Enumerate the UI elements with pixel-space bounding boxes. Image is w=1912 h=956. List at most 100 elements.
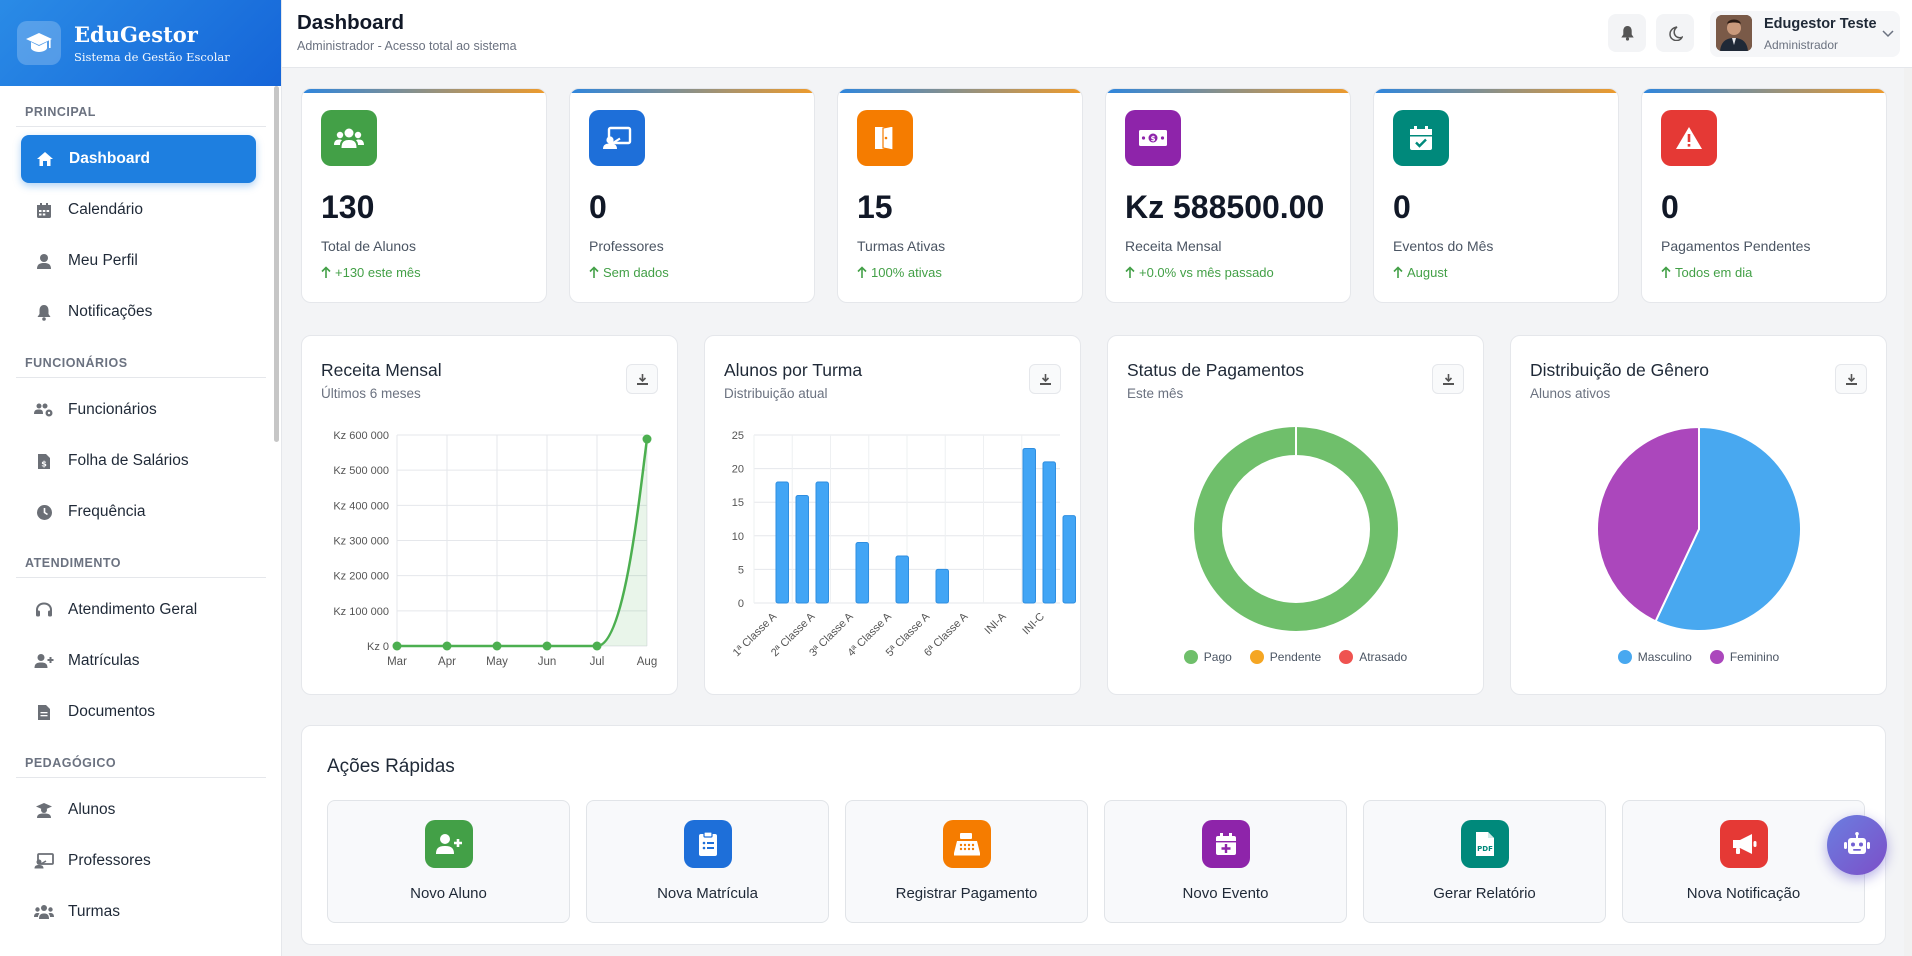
bar [795, 494, 809, 604]
arrow-up-icon [1661, 266, 1671, 278]
page-title: Dashboard [297, 11, 405, 34]
robot-icon [1844, 832, 1870, 854]
novo-aluno-button[interactable]: Novo Aluno [327, 800, 570, 923]
registrar-pagamento-button[interactable]: Registrar Pagamento [845, 800, 1088, 923]
arrow-up-icon [321, 266, 331, 278]
bar [855, 542, 869, 604]
x-tick-label: Jul [590, 656, 605, 668]
action-label: Gerar Relatório [1433, 885, 1536, 902]
stat-trend: Todos em dia [1661, 265, 1752, 280]
brand-header[interactable]: EduGestor Sistema de Gestão Escolar [0, 0, 281, 86]
stat-value: 15 [857, 189, 893, 225]
chart-subtitle: Este mês [1127, 386, 1184, 401]
users-icon [34, 902, 54, 922]
users-icon [321, 110, 377, 166]
stat-value: 130 [321, 189, 375, 225]
stat-card-alunos[interactable]: 130 Total de Alunos +130 este mês [301, 88, 547, 303]
chart-legend: Pago Pendente Atrasado [1108, 650, 1483, 664]
pie-slice [1654, 425, 1802, 632]
legend-item[interactable]: Pago [1183, 650, 1232, 664]
sidebar-item-meu-perfil[interactable]: Meu Perfil [20, 237, 256, 285]
dark-mode-toggle[interactable] [1656, 14, 1694, 52]
series-area [397, 439, 647, 646]
chart-card-receita: Receita Mensal Últimos 6 meses Kz 0 Kz 10… [301, 335, 678, 695]
download-icon [636, 373, 648, 385]
stat-card-turmas[interactable]: 15 Turmas Ativas 100% ativas [837, 88, 1083, 303]
svg-text:$: $ [1151, 135, 1156, 143]
y-tick-label: Kz 300 000 [333, 536, 389, 548]
novo-evento-button[interactable]: Novo Evento [1104, 800, 1347, 923]
sidebar-item-documentos[interactable]: Documentos [20, 688, 256, 736]
download-button[interactable] [1432, 364, 1464, 394]
brand-subtitle: Sistema de Gestão Escolar [74, 49, 230, 64]
gerar-relatorio-button[interactable]: PDF Gerar Relatório [1363, 800, 1606, 923]
svg-text:PDF: PDF [1477, 845, 1493, 853]
sidebar-item-label: Professores [68, 852, 151, 869]
sidebar-item-alunos[interactable]: Alunos [20, 786, 256, 834]
sidebar-item-matriculas[interactable]: Matrículas [20, 637, 256, 685]
sidebar-item-funcionarios[interactable]: Funcionários [20, 386, 256, 434]
sidebar-item-calendario[interactable]: Calendário [20, 186, 256, 234]
card-accent [1106, 89, 1350, 93]
sidebar-scrollbar[interactable] [274, 86, 279, 442]
bell-icon [34, 302, 54, 322]
page-subtitle: Administrador - Acesso total ao sistema [297, 39, 517, 53]
stat-label: Turmas Ativas [857, 238, 946, 254]
chevron-down-icon [1882, 30, 1894, 38]
clock-icon [34, 502, 54, 522]
card-accent [570, 89, 814, 93]
stat-card-eventos[interactable]: 0 Eventos do Mês August [1373, 88, 1619, 303]
sidebar-item-professores[interactable]: Professores [20, 837, 256, 885]
sidebar-item-notificacoes[interactable]: Notificações [20, 288, 256, 336]
download-button[interactable] [1835, 364, 1867, 394]
avatar [1716, 15, 1752, 51]
sidebar-item-dashboard[interactable]: Dashboard [21, 135, 256, 183]
notifications-button[interactable] [1608, 14, 1646, 52]
action-label: Registrar Pagamento [895, 885, 1038, 902]
graduation-cap-icon [17, 21, 61, 65]
home-icon [35, 149, 55, 169]
sidebar-item-atendimento-geral[interactable]: Atendimento Geral [20, 586, 256, 634]
stat-card-receita[interactable]: $ Kz 588500.00 Receita Mensal +0.0% vs m… [1105, 88, 1351, 303]
y-tick-label: Kz 200 000 [333, 571, 389, 583]
top-header: Dashboard Administrador - Acesso total a… [282, 0, 1912, 68]
section-label-funcionarios: FUNCIONÁRIOS [25, 356, 128, 370]
chart-card-turmas: Alunos por Turma Distribuição atual 0 5 10… [704, 335, 1081, 695]
stat-card-professores[interactable]: 0 Professores Sem dados [569, 88, 815, 303]
data-point [392, 641, 402, 651]
chatbot-button[interactable] [1827, 815, 1887, 875]
sidebar-item-turmas[interactable]: Turmas [20, 888, 256, 936]
stat-trend: +130 este mês [321, 265, 421, 280]
moon-icon [1668, 25, 1683, 41]
action-label: Novo Evento [1182, 885, 1269, 902]
calendar-plus-icon [1202, 820, 1250, 868]
bar [1062, 515, 1076, 604]
stat-card-pagamentos[interactable]: 0 Pagamentos Pendentes Todos em dia [1641, 88, 1887, 303]
x-tick-label: INI-A [983, 610, 1010, 637]
legend-item[interactable]: Pendente [1249, 650, 1321, 664]
download-button[interactable] [1029, 364, 1061, 394]
legend-item[interactable]: Feminino [1709, 650, 1779, 664]
sidebar-item-frequencia[interactable]: Frequência [20, 488, 256, 536]
section-label-principal: PRINCIPAL [25, 105, 96, 119]
main-scrollbar[interactable] [1904, 68, 1912, 956]
stat-trend: Sem dados [589, 265, 669, 280]
nova-matricula-button[interactable]: Nova Matrícula [586, 800, 829, 923]
sidebar-item-label: Documentos [68, 703, 156, 720]
chart-title: Receita Mensal [321, 360, 442, 380]
legend-item[interactable]: Atrasado [1339, 650, 1407, 664]
line-chart: Kz 0 Kz 100 000 Kz 200 000 Kz 300 000 Kz 400… [333, 430, 657, 668]
user-menu[interactable]: Edugestor Teste Administrador [1710, 11, 1900, 57]
nova-notificacao-button[interactable]: Nova Notificação [1622, 800, 1865, 923]
download-icon [1845, 373, 1857, 385]
action-label: Nova Notificação [1686, 885, 1801, 902]
download-button[interactable] [626, 364, 658, 394]
sidebar-item-folha-de-salarios[interactable]: $ Folha de Salários [20, 437, 256, 485]
graduate-icon [34, 800, 54, 820]
chart-title: Distribuição de Gênero [1530, 360, 1709, 380]
legend-item[interactable]: Masculino [1617, 650, 1692, 664]
stat-trend-text: +0.0% vs mês passado [1139, 265, 1274, 280]
y-tick-label: 0 [738, 598, 744, 610]
card-accent [1642, 89, 1886, 93]
bar [775, 481, 789, 604]
